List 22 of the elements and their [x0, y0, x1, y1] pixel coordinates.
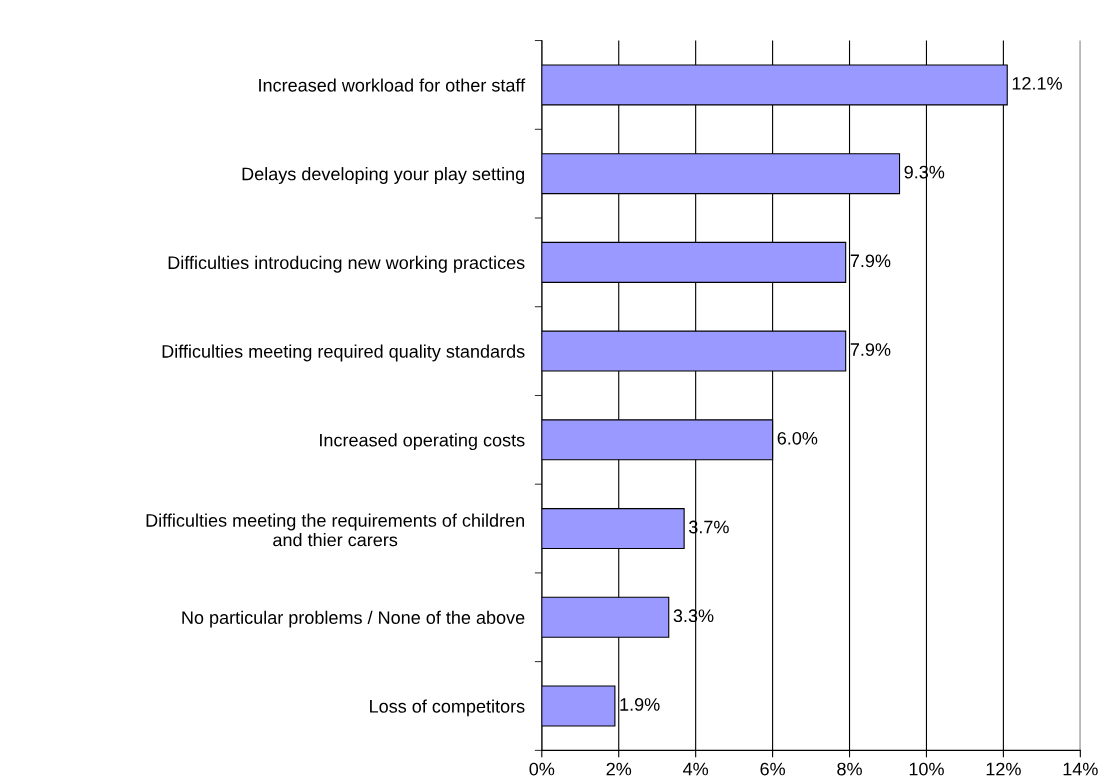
y-tick-label: Difficulties meeting the requirements of children and thier carers — [146, 513, 524, 547]
x-tick-label: 8% — [837, 762, 862, 776]
x-tick-label: 4% — [683, 762, 709, 776]
y-tick-label: Difficulties meeting required quality standards — [162, 344, 525, 362]
x-tick-label: 0% — [529, 762, 555, 776]
data-label: 6.0% — [777, 431, 818, 445]
y-tick-label: Loss of competitors — [370, 699, 525, 717]
data-label: 1.9% — [620, 698, 660, 711]
data-label: 7.9% — [850, 343, 891, 356]
x-tick-label: 10% — [909, 762, 944, 776]
data-label: 7.9% — [850, 254, 891, 268]
x-tick-label: 6% — [760, 762, 785, 776]
y-tick-label: No particular problems / None of the above — [182, 610, 525, 628]
y-tick-label: Difficulties introducing new working practices — [168, 255, 525, 273]
data-label: 12.1% — [1012, 76, 1062, 90]
y-tick-label: Increased workload for other staff — [259, 78, 526, 92]
y-tick-label: Increased operating costs — [320, 433, 525, 451]
x-tick-label: 12% — [986, 762, 1021, 776]
bar — [541, 685, 616, 727]
x-tick-label: 2% — [606, 762, 632, 776]
y-tick-label: Delays developing your play setting — [242, 167, 524, 184]
x-tick-label: 14% — [1063, 762, 1098, 776]
